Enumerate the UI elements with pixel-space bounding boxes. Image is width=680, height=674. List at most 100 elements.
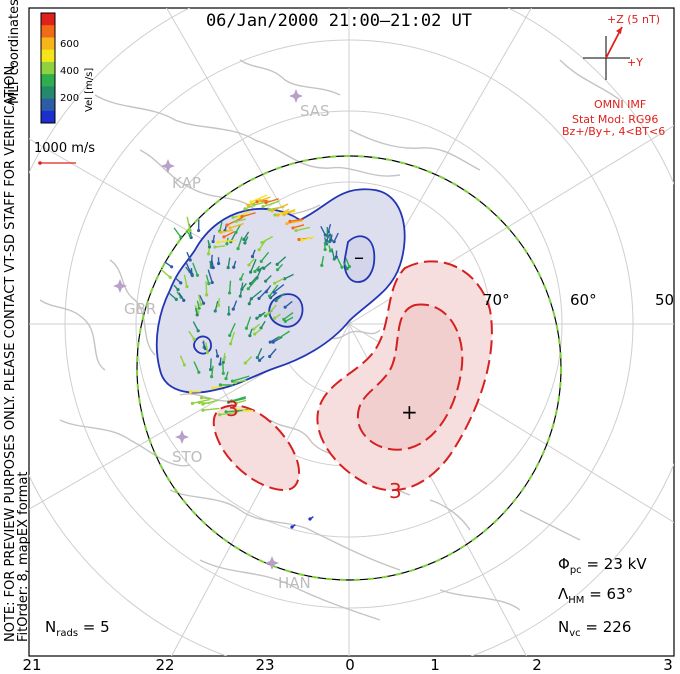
velocity-vector: [173, 227, 182, 238]
velocity-vector: [193, 361, 200, 373]
svg-text:Nvc = 226: Nvc = 226: [558, 618, 631, 639]
vector-origin: [283, 305, 287, 309]
velocity-vector: [160, 268, 171, 278]
vector-origin: [224, 410, 228, 414]
velocity-vector: [235, 379, 247, 384]
vector-origin: [218, 383, 222, 387]
vector-origin: [260, 240, 264, 245]
vector-origin: [231, 307, 235, 311]
vector-origin: [188, 269, 192, 273]
negative-extreme-marker: –: [354, 245, 364, 269]
velocity-vector: [250, 289, 262, 300]
vector-origin: [210, 280, 214, 285]
vector-origin: [197, 306, 201, 310]
vector-origin: [211, 386, 215, 390]
vector-origin: [320, 263, 324, 267]
vector-origin: [288, 219, 292, 223]
vector-origin: [222, 235, 226, 239]
velocity-vector: [205, 281, 208, 295]
vector-origin: [261, 205, 265, 209]
mlt-tick-0: 0: [345, 656, 355, 674]
vector-origin: [182, 298, 186, 302]
svg-text:ΛHM = 63°: ΛHM = 63°: [558, 585, 633, 606]
latitude-label-70: 70°: [483, 291, 510, 309]
velocity-vector: [273, 284, 285, 293]
vector-origin: [282, 213, 286, 217]
station-marker: [113, 279, 127, 293]
imf-model: Stat Mod: RG96: [572, 113, 658, 126]
vector-origin: [273, 316, 277, 320]
vector-origin: [231, 215, 235, 220]
velocity-vector: [278, 330, 291, 339]
vector-origin: [332, 240, 336, 244]
velocity-vector: [249, 259, 257, 273]
vector-origin: [170, 265, 174, 269]
velocity-vector: [241, 212, 256, 218]
velocity-vector: [262, 200, 280, 208]
velocity-vector: [295, 226, 311, 232]
station-marker: [161, 159, 175, 173]
vector-origin: [249, 270, 253, 274]
mlt-tick-2: 2: [532, 656, 542, 674]
vector-origin: [291, 226, 295, 230]
vector-origin: [273, 281, 277, 285]
vector-origin: [205, 350, 210, 355]
vector-origin: [259, 259, 263, 263]
vector-origin: [250, 254, 255, 259]
mlt-tick-21: 21: [22, 656, 41, 674]
vector-origin: [308, 517, 312, 521]
vector-origin: [234, 230, 238, 235]
vector-origin: [227, 291, 232, 295]
positive-cell: [212, 260, 493, 492]
velocity-vector: [237, 236, 243, 249]
velocity-vector: [256, 268, 262, 279]
vector-origin: [211, 265, 215, 270]
vector-origin: [206, 252, 211, 256]
vector-origin: [218, 413, 222, 417]
vector-origin: [282, 317, 286, 321]
vector-origin: [205, 293, 209, 297]
velocity-vector: [228, 280, 232, 293]
vector-origin: [197, 228, 201, 233]
vector-origin: [229, 342, 233, 346]
vector-origin: [211, 239, 215, 244]
vector-origin: [263, 314, 268, 318]
velocity-vector: [210, 254, 213, 265]
vector-origin: [216, 240, 220, 244]
colorbar-tick-200: 200: [60, 93, 79, 104]
vector-origin: [243, 361, 247, 365]
velocity-vector: [192, 262, 199, 276]
vector-origin: [216, 303, 221, 307]
velocity-vector: [210, 365, 214, 377]
colorbar-segment: [41, 49, 55, 63]
vector-origin: [192, 337, 196, 341]
fit-info: FitOrder: 8, mapEX format: [16, 471, 31, 642]
vector-origin: [257, 248, 261, 252]
map-title: 06/Jan/2000 21:00–21:02 UT: [206, 11, 472, 31]
vector-origin: [275, 262, 279, 266]
velocity-vector: [226, 409, 243, 413]
colorbar-tick-400: 400: [60, 66, 79, 77]
station-marker: [265, 556, 279, 570]
vector-origin: [201, 301, 206, 305]
radar-stations: SAS KAP GBR STO HAN: [113, 89, 330, 592]
vector-origin: [239, 277, 243, 281]
vector-origin: [199, 302, 203, 307]
vector-origin: [264, 279, 268, 283]
colorbar-segment: [41, 13, 55, 26]
velocity-vector: [227, 257, 231, 268]
imf-source: OMNI IMF: [594, 98, 646, 111]
velocity-vector: [247, 278, 257, 290]
velocity-vector: [205, 342, 209, 353]
vector-origin: [240, 215, 244, 219]
colorbar-segment: [41, 86, 55, 100]
vector-origin: [179, 235, 183, 239]
vector-origin: [277, 336, 281, 340]
vector-origin: [249, 200, 253, 204]
vector-origin: [197, 370, 201, 374]
velocity-vector: [228, 397, 246, 403]
contour-label-3b: 3: [389, 479, 402, 503]
vector-origin: [244, 326, 249, 330]
contour-label-3a: 3: [226, 397, 239, 421]
velocity-vector: [223, 230, 235, 238]
